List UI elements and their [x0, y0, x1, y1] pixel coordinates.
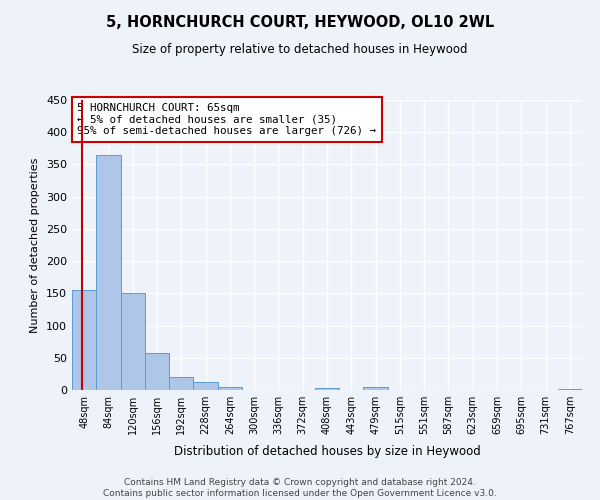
- Y-axis label: Number of detached properties: Number of detached properties: [31, 158, 40, 332]
- Text: 5 HORNCHURCH COURT: 65sqm
← 5% of detached houses are smaller (35)
95% of semi-d: 5 HORNCHURCH COURT: 65sqm ← 5% of detach…: [77, 103, 376, 136]
- Text: Contains HM Land Registry data © Crown copyright and database right 2024.
Contai: Contains HM Land Registry data © Crown c…: [103, 478, 497, 498]
- Bar: [72, 290, 96, 390]
- Bar: [364, 388, 388, 390]
- Text: 5, HORNCHURCH COURT, HEYWOOD, OL10 2WL: 5, HORNCHURCH COURT, HEYWOOD, OL10 2WL: [106, 15, 494, 30]
- Bar: [558, 388, 582, 390]
- Bar: [169, 377, 193, 390]
- X-axis label: Distribution of detached houses by size in Heywood: Distribution of detached houses by size …: [173, 446, 481, 458]
- Bar: [315, 388, 339, 390]
- Bar: [193, 382, 218, 390]
- Bar: [96, 155, 121, 390]
- Bar: [121, 294, 145, 390]
- Text: Size of property relative to detached houses in Heywood: Size of property relative to detached ho…: [132, 42, 468, 56]
- Bar: [218, 388, 242, 390]
- Bar: [145, 352, 169, 390]
